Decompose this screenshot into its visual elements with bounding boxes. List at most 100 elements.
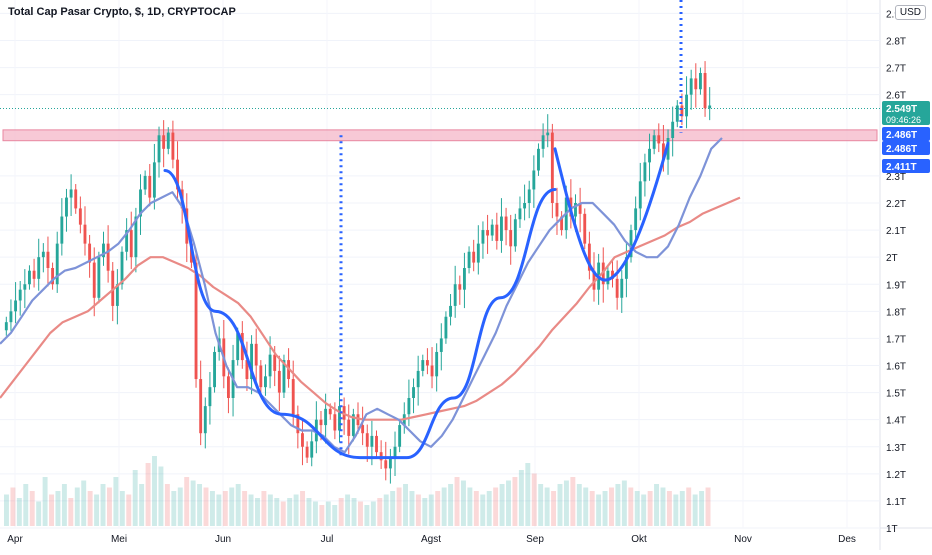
price-tag [882, 141, 930, 155]
volume-bar [351, 498, 357, 526]
candle-body [250, 343, 254, 380]
volume-bar [692, 494, 698, 526]
candle-body [518, 208, 522, 220]
candle-body [102, 243, 105, 258]
volume-bar [42, 477, 48, 526]
candle-body [319, 419, 323, 426]
volume-bar [4, 494, 9, 526]
volume-bar [197, 484, 203, 526]
candle-body [264, 376, 267, 388]
price-tick-label: 2.8T [886, 37, 906, 48]
candle-body [351, 414, 355, 436]
volume-bar [190, 480, 196, 526]
volume-bar [358, 501, 363, 526]
volume-bar [152, 456, 157, 526]
volume-bar [87, 491, 93, 526]
candle-body [421, 360, 425, 371]
candle-body [453, 284, 457, 306]
volume-bar [74, 487, 80, 526]
volume-bar [660, 487, 666, 526]
volume-bar [248, 494, 254, 526]
volume-bar [319, 505, 325, 526]
candle-body [532, 170, 536, 190]
time-tick-label: Des [838, 534, 856, 545]
volume-bar [235, 484, 241, 526]
candle-body [490, 224, 494, 236]
volume-bar [312, 501, 318, 526]
candle-body [527, 189, 531, 203]
volume-bar [306, 498, 312, 526]
volume-bar [119, 491, 125, 526]
candle-body [338, 406, 341, 431]
volume-bar [448, 484, 454, 526]
candle-body [37, 257, 41, 279]
candle-body [194, 262, 198, 380]
volume-bar [370, 501, 376, 526]
volume-bar [177, 487, 183, 526]
candle-body [550, 132, 554, 203]
volume-bar [480, 494, 486, 526]
volume-bar [287, 498, 293, 526]
candle-body [661, 143, 665, 160]
candle-body [152, 162, 156, 198]
volume-bar [49, 494, 54, 526]
volume-bar [506, 480, 511, 526]
candle-body [675, 105, 679, 122]
volume-bar [274, 498, 280, 526]
price-tag [882, 127, 930, 141]
price-axis-panel [880, 0, 932, 550]
volume-bar [621, 480, 627, 526]
volume-bar [383, 494, 389, 526]
volume-bar [203, 487, 209, 526]
candle-body [652, 135, 656, 149]
volume-bar [525, 463, 531, 526]
candle-body [347, 419, 351, 436]
candle-body [435, 351, 439, 377]
volume-bar [158, 466, 164, 526]
volume-bar [576, 484, 582, 526]
candle-body [634, 208, 638, 231]
volume-bar [280, 501, 286, 526]
candle-body [32, 270, 36, 279]
candle-body [310, 441, 314, 458]
price-tick-label: 1.9T [886, 280, 906, 291]
candle-body [328, 408, 332, 415]
candle-body [703, 73, 707, 109]
volume-bar [699, 491, 705, 526]
currency-button[interactable]: USD [894, 5, 926, 20]
volume-bar [435, 491, 441, 526]
volume-bar [332, 505, 338, 526]
candle-body [125, 230, 129, 252]
volume-bar [422, 498, 428, 526]
volume-bar [209, 491, 215, 526]
volume-bar [55, 491, 61, 526]
candle-body [333, 414, 337, 431]
candle-body [171, 132, 175, 160]
candle-body [273, 354, 277, 371]
volume-bar [10, 487, 16, 526]
price-tick-label: 1.2T [886, 470, 906, 481]
candle-body [129, 230, 133, 258]
candle-body [398, 425, 402, 447]
candle-body [578, 203, 582, 214]
candle-body [407, 398, 411, 415]
volume-bar [518, 470, 524, 526]
candle-body [546, 132, 550, 136]
candle-body [708, 105, 712, 109]
candle-body [624, 257, 628, 279]
candle-body [615, 278, 619, 298]
candle-body [481, 230, 485, 244]
volume-bar [396, 487, 402, 526]
candle-body [412, 387, 415, 398]
candle-body [393, 446, 397, 458]
volume-bar [390, 491, 396, 526]
candle-body [592, 270, 596, 290]
candle-body [148, 175, 152, 198]
volume-bar [615, 484, 621, 526]
volume-bar [36, 501, 42, 526]
candle-body [55, 243, 59, 285]
volume-bar [94, 494, 100, 526]
volume-bar [293, 494, 299, 526]
